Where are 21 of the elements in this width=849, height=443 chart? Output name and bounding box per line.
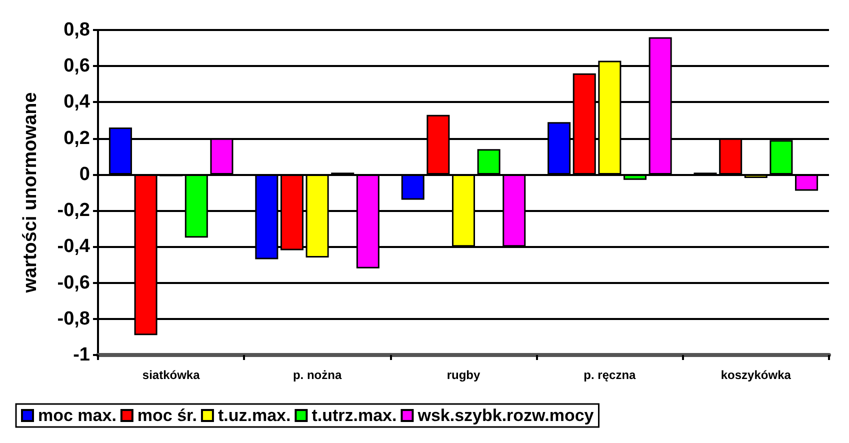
y-tick-label: -0,2: [57, 200, 90, 222]
y-tick-label: -0,4: [57, 236, 90, 258]
y-tick-label: -1: [73, 344, 90, 366]
x-tick-label: koszykówka: [720, 368, 792, 382]
x-tick-label: siatkówka: [142, 368, 200, 382]
legend-label: moc max.: [38, 406, 116, 425]
y-tick-label: 0,8: [64, 20, 90, 40]
x-tick-label: p. nożna: [292, 368, 342, 382]
y-tick-label: -0,6: [57, 272, 90, 294]
legend-label: wsk.szybk.rozw.mocy: [416, 406, 594, 425]
y-axis-title: wartości unormowane: [20, 92, 41, 294]
y-tick-label: 0,2: [64, 128, 90, 149]
x-tick-label: p. ręczna: [584, 368, 636, 382]
y-tick-label: -0,8: [57, 308, 90, 330]
y-tick-label: 0,6: [64, 56, 90, 77]
legend-label: t.utrz.max.: [312, 406, 397, 425]
x-tick-label: rugby: [446, 368, 480, 382]
y-tick-label: 0,4: [64, 92, 90, 113]
legend-label: t.uz.max.: [218, 406, 291, 425]
y-tick-label: 0: [79, 164, 90, 185]
legend-label: moc śr.: [137, 406, 197, 425]
